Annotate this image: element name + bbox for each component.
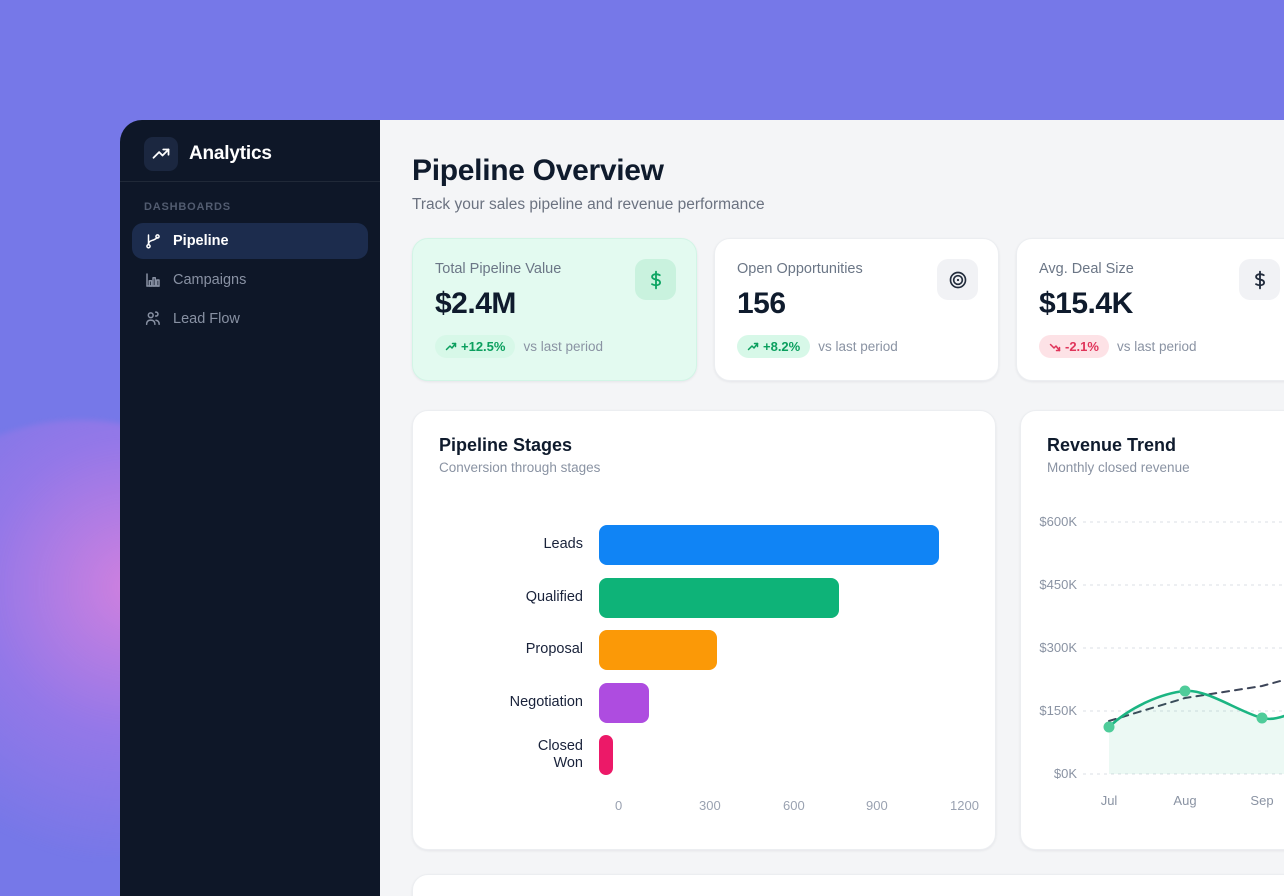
svg-text:Sep: Sep xyxy=(1250,793,1273,808)
svg-text:Jul: Jul xyxy=(1101,793,1118,808)
svg-text:Aug: Aug xyxy=(1173,793,1196,808)
svg-text:$300K: $300K xyxy=(1039,640,1077,655)
svg-text:$150K: $150K xyxy=(1039,703,1077,718)
svg-text:$0K: $0K xyxy=(1054,766,1077,781)
svg-text:$450K: $450K xyxy=(1039,577,1077,592)
svg-text:$600K: $600K xyxy=(1039,514,1077,529)
